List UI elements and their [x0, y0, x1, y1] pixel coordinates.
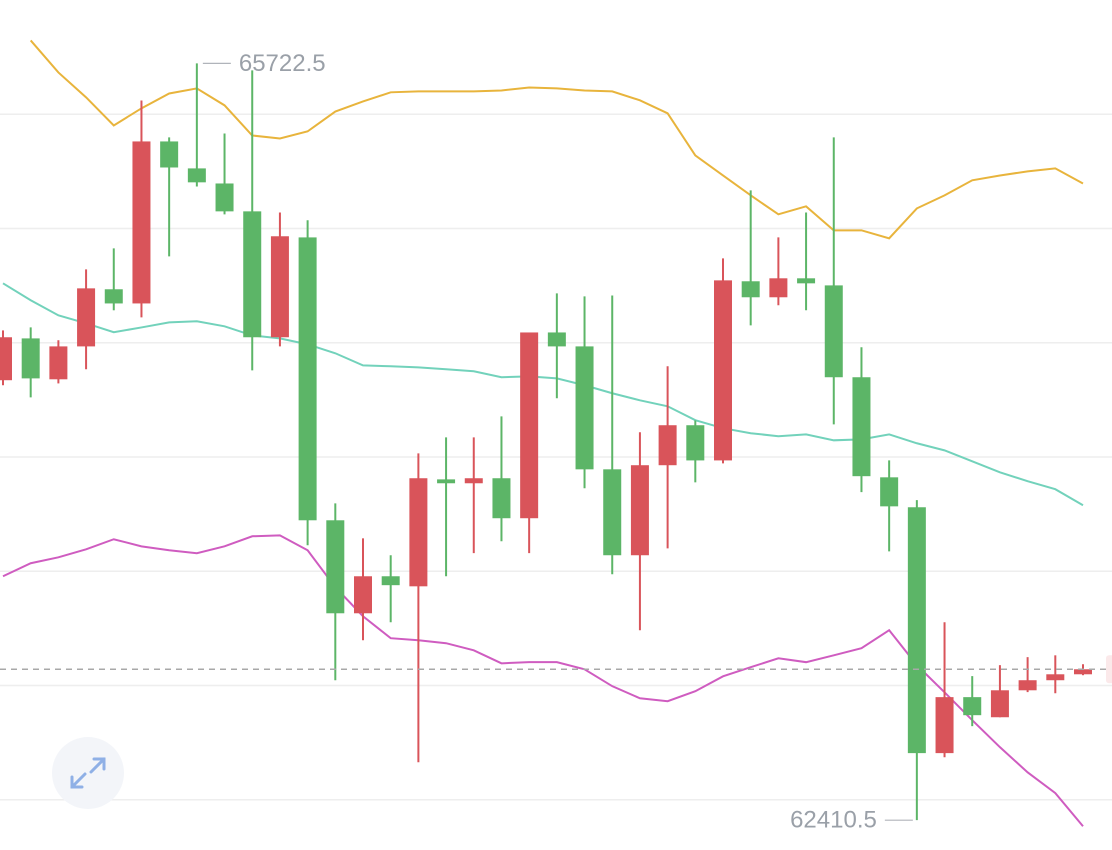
candle-body — [243, 211, 262, 338]
candle-body — [714, 280, 732, 461]
candle-body — [1046, 674, 1065, 681]
candle-body — [658, 425, 677, 466]
band-line — [2, 282, 1084, 507]
candle-body — [104, 289, 123, 304]
candle-body — [520, 332, 539, 519]
candle-body — [0, 337, 12, 381]
candle-body — [880, 477, 899, 507]
candle-body — [1074, 669, 1092, 675]
candle-body — [492, 478, 511, 519]
candle-body — [907, 507, 926, 754]
candle-body — [686, 425, 705, 461]
candle-body — [298, 237, 317, 521]
last-price-tag — [1106, 655, 1112, 684]
expand-button[interactable] — [52, 737, 124, 809]
candle-body — [630, 465, 649, 556]
candle-body — [381, 576, 400, 586]
candle-body — [326, 520, 345, 614]
candle-body — [409, 478, 428, 587]
min-label: 62410.5 — [790, 807, 877, 834]
candle-body — [132, 141, 151, 304]
expand-icon[interactable] — [70, 757, 106, 789]
candle-body — [437, 479, 456, 484]
candle-body — [160, 141, 179, 168]
candle-body — [215, 183, 234, 212]
candle-body — [547, 332, 566, 347]
candle-body — [49, 346, 68, 380]
candle-body — [852, 377, 871, 477]
candle-body — [464, 478, 483, 484]
candle-body — [354, 576, 372, 614]
candle-body — [990, 690, 1009, 718]
candle-body — [21, 338, 40, 379]
annotations: 65722.5 62410.5 — [0, 50, 1112, 834]
expand-button-bg[interactable] — [52, 737, 124, 809]
max-label: 65722.5 — [239, 50, 326, 77]
candle-body — [1018, 680, 1037, 691]
candle-body — [187, 168, 206, 183]
candle-body — [270, 236, 289, 338]
candle-body — [824, 285, 843, 378]
candle-body — [603, 469, 622, 556]
band-line — [29, 39, 1084, 240]
band-line — [2, 534, 1084, 827]
candle-body — [797, 278, 816, 284]
candle-body — [77, 288, 96, 347]
candle-body — [769, 278, 788, 298]
candle-body — [741, 281, 760, 298]
candle-body — [575, 346, 594, 470]
candle-body — [963, 697, 982, 716]
bands — [2, 39, 1084, 827]
candle-body — [935, 697, 954, 754]
candles — [0, 63, 1092, 821]
